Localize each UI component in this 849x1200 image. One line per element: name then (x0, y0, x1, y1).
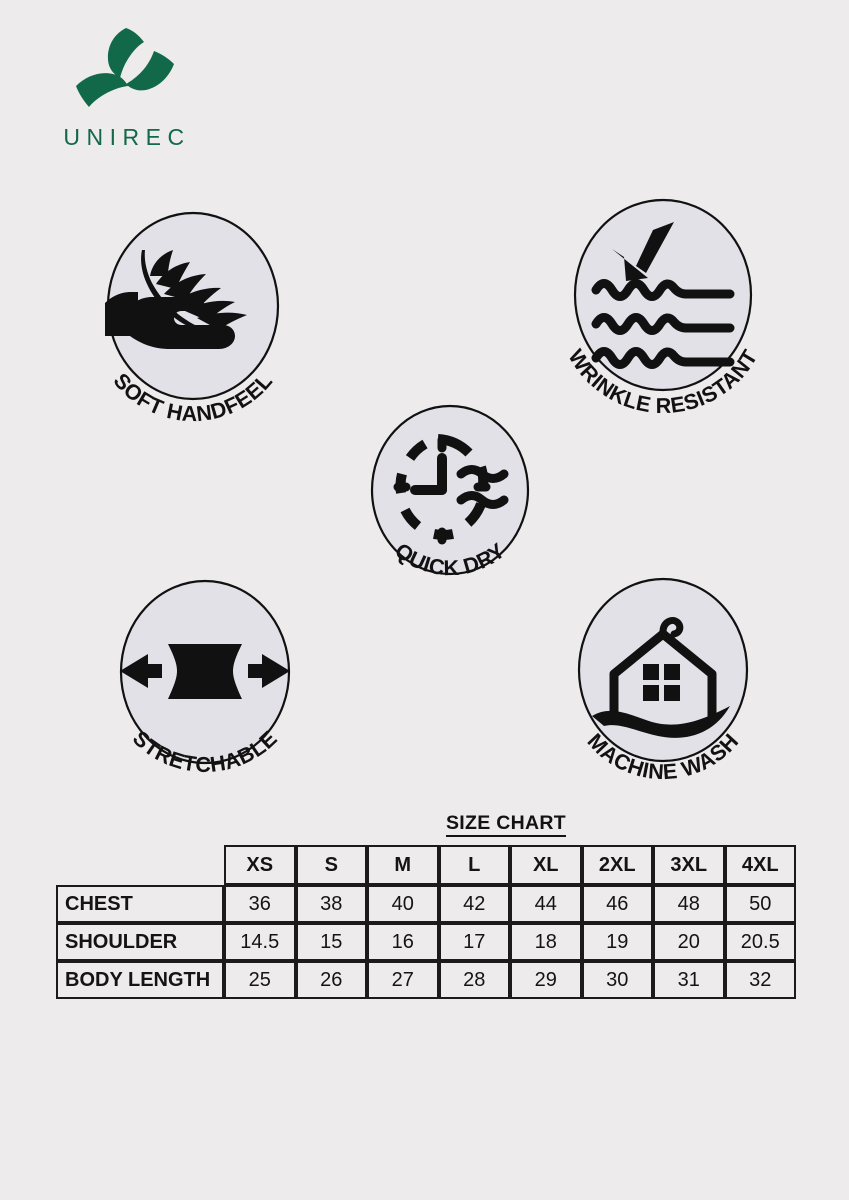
table-cell: 15 (295, 923, 367, 961)
feature-badge-stretchable: STRETCHABLE (90, 558, 320, 808)
table-row-label: CHEST (56, 885, 224, 923)
table-cell: 38 (295, 885, 367, 923)
table-cell: 50 (724, 885, 796, 923)
size-chart-section: SIZE CHART XS S M L XL 2XL 3XL 4XL CHEST 36 38 40 42… (56, 812, 796, 999)
badge-circle (573, 198, 753, 392)
table-row: BODY LENGTH 25 26 27 28 29 30 31 32 (56, 961, 796, 999)
table-header-size-3xl: 3XL (653, 845, 725, 885)
table-cell: 44 (510, 885, 582, 923)
table-cell: 40 (367, 885, 439, 923)
table-cell: 48 (653, 885, 725, 923)
table-header-size-m: M (367, 845, 439, 885)
arrow-flattening-waves-icon (591, 222, 735, 369)
table-cell: 29 (510, 961, 582, 999)
table-cell: 42 (438, 885, 510, 923)
table-header-size-xs: XS (224, 845, 296, 885)
table-cell: 27 (367, 961, 439, 999)
table-header-size-s: S (295, 845, 367, 885)
table-header-size-xl: XL (510, 845, 582, 885)
table-row: SHOULDER 14.5 15 16 17 18 19 20 20.5 (56, 923, 796, 961)
table-cell: 20 (653, 923, 725, 961)
feature-badge-soft-handfeel: SOFT HANDFEEL (78, 188, 308, 438)
table-row-label: SHOULDER (56, 923, 224, 961)
table-header-size-2xl: 2XL (581, 845, 653, 885)
table-cell: 31 (653, 961, 725, 999)
feature-badge-wrinkle-resistant: WRINKLE RESISTANT (548, 178, 778, 428)
clock-with-air-waves-icon (393, 434, 509, 545)
table-cell: 16 (367, 923, 439, 961)
table-cell: 32 (724, 961, 796, 999)
table-cell: 26 (295, 961, 367, 999)
table-header-row: XS S M L XL 2XL 3XL 4XL (56, 845, 796, 885)
table-cell: 28 (438, 961, 510, 999)
brand-logo: UNIREC (42, 26, 212, 166)
feature-badge-machine-wash: MACHINE WASH (538, 556, 768, 806)
table-cell: 14.5 (224, 923, 296, 961)
table-row: CHEST 36 38 40 42 44 46 48 50 (56, 885, 796, 923)
badge-circle (370, 404, 530, 576)
table-row-label: BODY LENGTH (56, 961, 224, 999)
table-cell: 25 (224, 961, 296, 999)
table-header-size-l: L (438, 845, 510, 885)
size-chart-table: XS S M L XL 2XL 3XL 4XL CHEST 36 38 40 42 44 46 48 50 SHO… (56, 845, 796, 999)
feature-badge-quick-dry: QUICK DRY (335, 382, 565, 632)
hand-holding-feather-icon (105, 250, 247, 349)
table-cell: 46 (581, 885, 653, 923)
table-cell: 17 (438, 923, 510, 961)
trillium-leaf-logo-icon (70, 26, 180, 118)
size-chart-title: SIZE CHART (56, 812, 796, 837)
table-cell: 19 (581, 923, 653, 961)
brand-name: UNIREC (63, 124, 191, 150)
fabric-with-double-arrow-icon (120, 644, 290, 699)
table-cell: 18 (510, 923, 582, 961)
table-cell: 30 (581, 961, 653, 999)
size-chart-title-text: SIZE CHART (446, 812, 566, 837)
table-cell: 36 (224, 885, 296, 923)
table-cell: 20.5 (724, 923, 796, 961)
table-header-size-4xl: 4XL (724, 845, 796, 885)
house-hanger-wave-icon (592, 616, 730, 738)
table-corner-blank (56, 845, 224, 885)
